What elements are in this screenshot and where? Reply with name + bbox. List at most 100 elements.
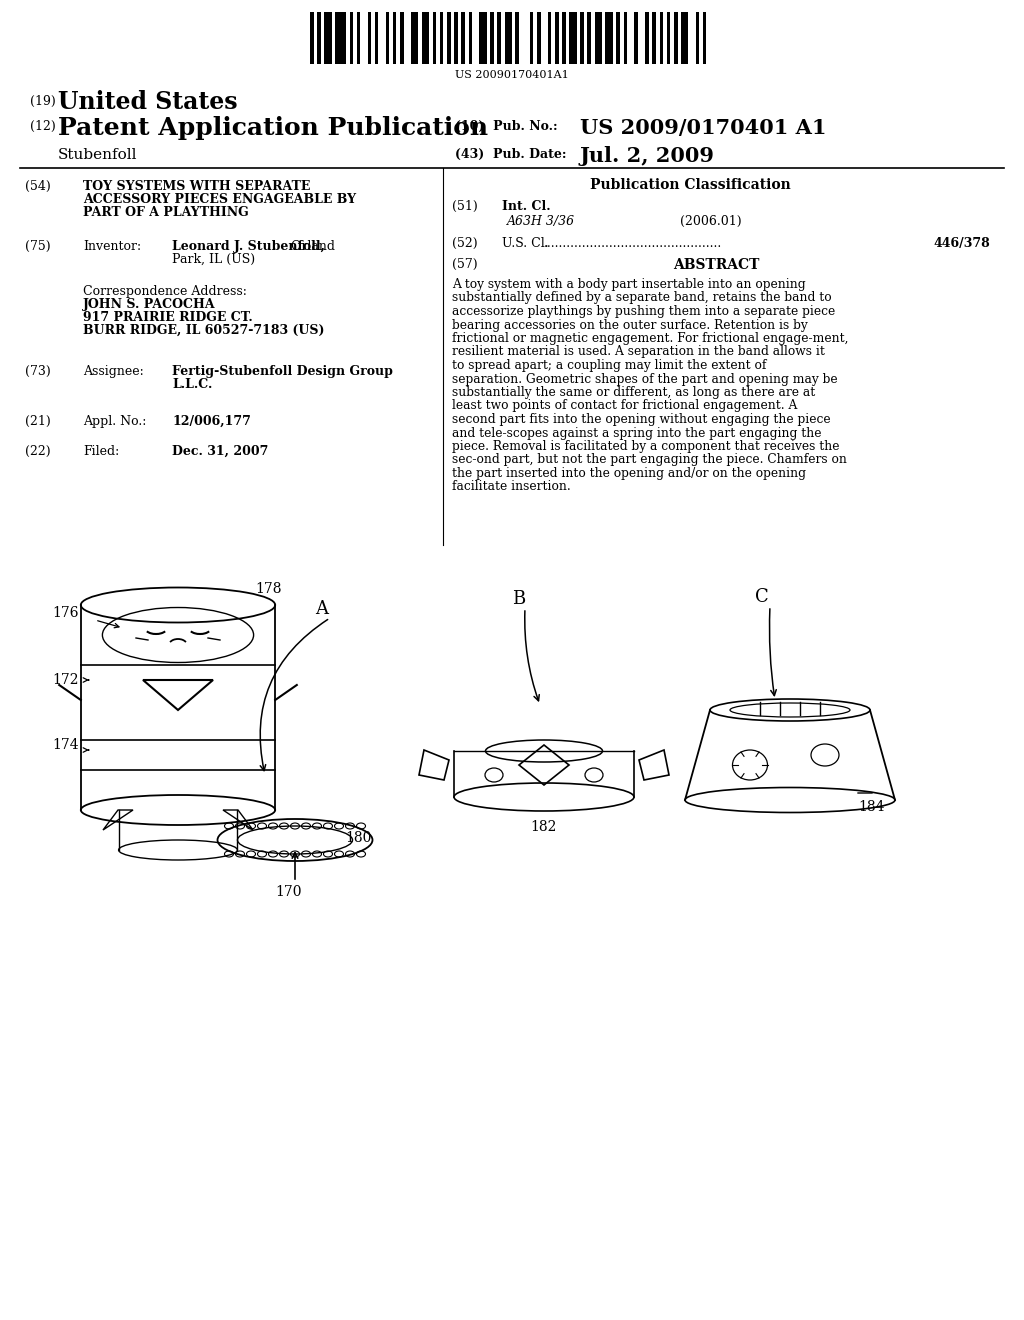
Text: 182: 182 <box>530 820 556 834</box>
Text: frictional or magnetic engagement. For frictional engage-ment,: frictional or magnetic engagement. For f… <box>452 333 849 345</box>
Text: A63H 3/36: A63H 3/36 <box>507 215 575 228</box>
Text: Appl. No.:: Appl. No.: <box>83 414 146 428</box>
Bar <box>634 12 638 63</box>
Text: 176: 176 <box>52 606 79 620</box>
Bar <box>368 12 372 63</box>
Text: (51): (51) <box>452 201 478 213</box>
Text: sec-ond part, but not the part engaging the piece. Chamfers on: sec-ond part, but not the part engaging … <box>452 454 847 466</box>
Text: Park, IL (US): Park, IL (US) <box>172 253 255 267</box>
Text: (10)  Pub. No.:: (10) Pub. No.: <box>455 120 558 133</box>
Bar <box>335 12 346 63</box>
Text: 178: 178 <box>255 582 282 597</box>
Text: 170: 170 <box>275 884 301 899</box>
Text: United States: United States <box>58 90 238 114</box>
Text: (12): (12) <box>30 120 55 133</box>
Bar <box>490 12 494 63</box>
Text: 180: 180 <box>345 832 372 845</box>
Text: ACCESSORY PIECES ENGAGEABLE BY: ACCESSORY PIECES ENGAGEABLE BY <box>83 193 356 206</box>
Text: Patent Application Publication: Patent Application Publication <box>58 116 488 140</box>
Bar <box>652 12 656 63</box>
Bar <box>317 12 321 63</box>
Text: ..............................................: ........................................… <box>544 238 722 249</box>
Text: and tele-scopes against a spring into the part engaging the: and tele-scopes against a spring into th… <box>452 426 821 440</box>
Text: (75): (75) <box>25 240 50 253</box>
Bar <box>469 12 472 63</box>
Text: 917 PRAIRIE RIDGE CT.: 917 PRAIRIE RIDGE CT. <box>83 312 253 323</box>
Bar <box>325 12 332 63</box>
Text: Leonard J. Stubenfoll,: Leonard J. Stubenfoll, <box>172 240 325 253</box>
Text: Orland: Orland <box>287 240 335 253</box>
Text: PART OF A PLAYTHING: PART OF A PLAYTHING <box>83 206 249 219</box>
Text: accessorize playthings by pushing them into a separate piece: accessorize playthings by pushing them i… <box>452 305 836 318</box>
Text: 174: 174 <box>52 738 79 752</box>
Text: substantially the same or different, as long as there are at: substantially the same or different, as … <box>452 385 815 399</box>
Bar <box>386 12 389 63</box>
Text: (73): (73) <box>25 366 51 378</box>
Text: Filed:: Filed: <box>83 445 119 458</box>
Text: (22): (22) <box>25 445 50 458</box>
Text: resilient material is used. A separation in the band allows it: resilient material is used. A separation… <box>452 346 825 359</box>
Bar <box>393 12 396 63</box>
Text: facilitate insertion.: facilitate insertion. <box>452 480 570 494</box>
Text: L.L.C.: L.L.C. <box>172 378 212 391</box>
Text: (54): (54) <box>25 180 51 193</box>
Text: (57): (57) <box>452 257 477 271</box>
Text: 184: 184 <box>858 800 885 814</box>
Bar <box>432 12 436 63</box>
Text: Dec. 31, 2007: Dec. 31, 2007 <box>172 445 268 458</box>
Bar <box>446 12 451 63</box>
Bar <box>498 12 501 63</box>
Bar <box>422 12 429 63</box>
Text: US 2009/0170401 A1: US 2009/0170401 A1 <box>580 117 826 139</box>
Text: Publication Classification: Publication Classification <box>590 178 791 191</box>
Text: (21): (21) <box>25 414 51 428</box>
Bar <box>310 12 313 63</box>
Text: the part inserted into the opening and/or on the opening: the part inserted into the opening and/o… <box>452 467 806 480</box>
Bar <box>537 12 541 63</box>
Text: TOY SYSTEMS WITH SEPARATE: TOY SYSTEMS WITH SEPARATE <box>83 180 310 193</box>
Text: A: A <box>315 601 328 618</box>
Bar <box>702 12 707 63</box>
Text: US 20090170401A1: US 20090170401A1 <box>455 70 569 81</box>
Bar <box>462 12 465 63</box>
Text: ABSTRACT: ABSTRACT <box>673 257 759 272</box>
Text: (43)  Pub. Date:: (43) Pub. Date: <box>455 148 566 161</box>
Text: Inventor:: Inventor: <box>83 240 141 253</box>
Bar <box>349 12 353 63</box>
Text: JOHN S. PACOCHA: JOHN S. PACOCHA <box>83 298 216 312</box>
Bar <box>674 12 678 63</box>
Bar <box>479 12 486 63</box>
Bar <box>659 12 664 63</box>
Text: Int. Cl.: Int. Cl. <box>502 201 551 213</box>
Bar <box>681 12 688 63</box>
Bar <box>505 12 512 63</box>
Bar <box>624 12 627 63</box>
Text: Correspondence Address:: Correspondence Address: <box>83 285 247 298</box>
Text: (2006.01): (2006.01) <box>680 215 741 228</box>
Text: piece. Removal is facilitated by a component that receives the: piece. Removal is facilitated by a compo… <box>452 440 840 453</box>
Bar <box>569 12 577 63</box>
Bar <box>667 12 671 63</box>
Text: Fertig-Stubenfoll Design Group: Fertig-Stubenfoll Design Group <box>172 366 393 378</box>
Bar <box>562 12 566 63</box>
Text: separation. Geometric shapes of the part and opening may be: separation. Geometric shapes of the part… <box>452 372 838 385</box>
Text: 172: 172 <box>52 673 79 686</box>
Text: Stubenfoll: Stubenfoll <box>58 148 137 162</box>
Text: U.S. Cl.: U.S. Cl. <box>502 238 549 249</box>
Bar <box>581 12 584 63</box>
Bar <box>375 12 379 63</box>
Bar <box>356 12 360 63</box>
Bar <box>588 12 591 63</box>
Bar <box>548 12 552 63</box>
Text: C: C <box>755 587 769 606</box>
Text: least two points of contact for frictional engagement. A: least two points of contact for friction… <box>452 400 798 412</box>
Bar <box>529 12 534 63</box>
Bar <box>555 12 559 63</box>
Text: (52): (52) <box>452 238 477 249</box>
Bar <box>515 12 519 63</box>
Text: substantially defined by a separate band, retains the band to: substantially defined by a separate band… <box>452 292 831 305</box>
Text: BURR RIDGE, IL 60527-7183 (US): BURR RIDGE, IL 60527-7183 (US) <box>83 323 325 337</box>
Text: A toy system with a body part insertable into an opening: A toy system with a body part insertable… <box>452 279 806 290</box>
Text: Assignee:: Assignee: <box>83 366 143 378</box>
Bar <box>455 12 458 63</box>
